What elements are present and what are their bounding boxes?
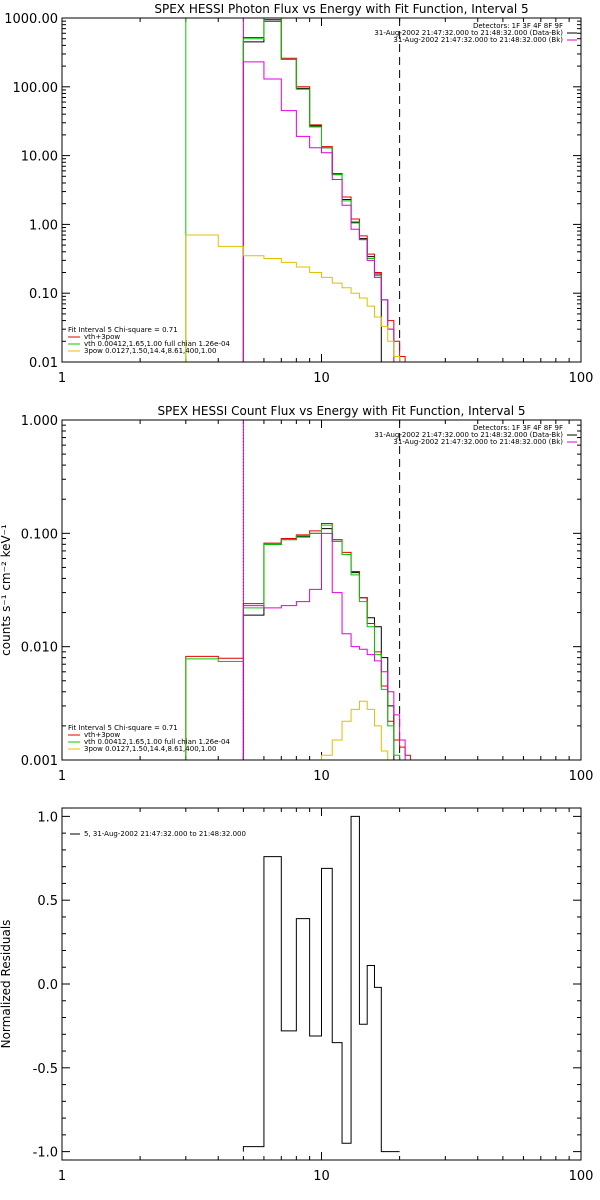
series-line-2: [242, 18, 401, 362]
legend-label: vth 0.00412,1.65,1.00 full chian 1.26e-0…: [84, 738, 230, 746]
series-group: [242, 815, 400, 1153]
info-line: 31-Aug-2002 21:47:32.000 to 21:48:32.000…: [374, 431, 563, 439]
y-tick-label: 1.0: [37, 810, 58, 825]
x-tick-label: 10: [313, 371, 330, 386]
x-tick-label: 10: [313, 1169, 330, 1184]
legend-label: 5, 31-Aug-2002 21:47:32.000 to 21:48:32.…: [84, 830, 246, 838]
x-tick-label: 100: [569, 371, 594, 386]
info-line: 31-Aug-2002 21:47:32.000 to 21:48:32.000…: [374, 29, 563, 37]
info-line: Detectors: 1F 3F 4F 8F 9F: [473, 424, 563, 432]
axes-frame: [61, 17, 582, 363]
series-line-3: [242, 61, 401, 362]
info-line: 31-Aug-2002 21:47:32.000 to 21:48:32.000…: [393, 438, 563, 446]
y-tick-label: 0.100: [21, 527, 58, 542]
x-tick-label: 1: [58, 1169, 66, 1184]
series-line-3: [242, 532, 406, 760]
x-tick-label: 100: [569, 769, 594, 784]
x-tick-label: 10: [313, 769, 330, 784]
info-line: Detectors: 1F 3F 4F 8F 9F: [473, 22, 563, 30]
x-tick-label: 1: [58, 371, 66, 386]
axes-frame: [61, 807, 582, 1161]
legend-label: vth+3pow: [84, 731, 120, 739]
panel-3: Normalized Residuals 1 10 100 -1.0 -0.5 0.0 0.5…: [0, 807, 594, 1184]
panel-1: SPEX HESSI Photon Flux vs Energy with Fi…: [4, 2, 593, 386]
y-tick-label: 1000.00: [4, 12, 58, 27]
y-axis-label: counts s⁻¹ cm⁻² keV⁻¹: [0, 524, 13, 656]
legend-label: vth+3pow: [84, 333, 120, 341]
y-tick-label: 1.00: [29, 218, 58, 233]
panel-2: SPEX HESSI Count Flux vs Energy with Fit…: [0, 404, 594, 784]
axes-frame: [61, 419, 582, 761]
y-tick-label: 0.5: [37, 894, 58, 909]
y-tick-label: -0.5: [33, 1062, 58, 1077]
y-tick-label: 10.00: [21, 150, 58, 165]
legend-label: vth 0.00412,1.65,1.00 full chian 1.26e-0…: [84, 340, 230, 348]
y-tick-label: 100.00: [13, 81, 59, 96]
legend-label: 3pow 0.0127,1.50,14.4,8.61,400,1.00: [84, 347, 216, 355]
series-group: [185, 18, 406, 362]
y-tick-label: 0.10: [29, 287, 58, 302]
y-tick-label: 0.0: [37, 978, 58, 993]
legend-label: 3pow 0.0127,1.50,14.4,8.61,400,1.00: [84, 745, 216, 753]
chart-title: SPEX HESSI Photon Flux vs Energy with Fi…: [154, 2, 528, 16]
chart-title: SPEX HESSI Count Flux vs Energy with Fit…: [157, 404, 525, 418]
series-line-4: [321, 700, 389, 760]
legend-header: Fit Interval 5 Chi-square = 0.71: [68, 724, 178, 732]
y-tick-label: 0.001: [21, 754, 58, 769]
y-tick-label: 0.01: [29, 356, 58, 371]
y-axis-label: Normalized Residuals: [0, 920, 13, 1049]
y-tick-label: 1.000: [21, 414, 58, 429]
info-line: 31-Aug-2002 21:47:32.000 to 21:48:32.000…: [393, 36, 563, 44]
series-line-4: [185, 234, 401, 362]
x-tick-label: 100: [569, 1169, 594, 1184]
y-tick-label: 0.010: [21, 641, 58, 656]
legend-header: Fit Interval 5 Chi-square = 0.71: [68, 326, 178, 334]
series-line-2: [185, 524, 401, 760]
series-line-0: [242, 815, 400, 1153]
y-tick-label: -1.0: [33, 1146, 58, 1161]
x-tick-label: 1: [58, 769, 66, 784]
series-group: [185, 523, 411, 760]
